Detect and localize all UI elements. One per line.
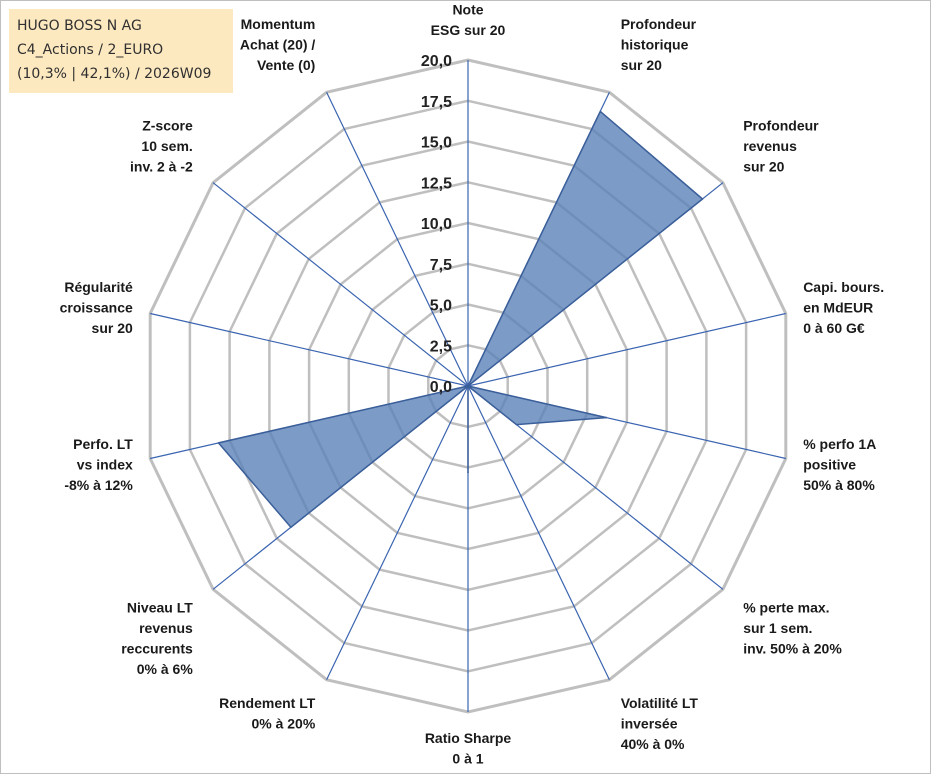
axis-label: % perfo 1A positive 50% à 80% bbox=[803, 436, 876, 493]
tick-label: 15,0 bbox=[421, 135, 452, 152]
tick-label: 7,5 bbox=[430, 257, 452, 274]
axis-label: Niveau LT revenus reccurents 0% à 6% bbox=[121, 600, 193, 678]
tick-label: 0,0 bbox=[430, 379, 452, 396]
radial-tick-labels: 0,0 2,5 5,0 7,5 10,0 12,5 15,0 17,5 20,0 bbox=[421, 53, 452, 396]
series-area bbox=[217, 110, 704, 529]
data-point bbox=[217, 442, 220, 444]
axis-label: Momentum Achat (20) / Vente (0) bbox=[240, 16, 316, 73]
spoke-line bbox=[326, 92, 469, 387]
radar-series bbox=[217, 110, 704, 529]
axis-label: Capi. bours. en MdEUR 0 à 60 G€ bbox=[803, 279, 884, 336]
axis-label: % perte max. sur 1 sem. inv. 50% à 20% bbox=[743, 600, 842, 657]
info-box: HUGO BOSS N AG C4_Actions / 2_EURO (10,3… bbox=[9, 9, 233, 93]
tick-label: 2,5 bbox=[430, 338, 452, 355]
spoke-line bbox=[150, 312, 469, 387]
spoke-line bbox=[467, 312, 786, 387]
axis-label: Perfo. LT vs index -8% à 12% bbox=[64, 436, 133, 493]
data-point bbox=[467, 471, 469, 474]
info-stats: (10,3% | 42,1%) / 2026W09 bbox=[17, 66, 212, 82]
info-title: HUGO BOSS N AG bbox=[17, 18, 142, 34]
info-category: C4_Actions / 2_EURO bbox=[17, 42, 164, 58]
data-point bbox=[290, 526, 292, 529]
spoke-line bbox=[326, 385, 469, 680]
data-point bbox=[467, 385, 469, 387]
axis-label: Rendement LT 0% à 20% bbox=[219, 695, 316, 732]
axis-label: Ratio Sharpe 0 à 1 bbox=[425, 730, 512, 767]
data-point bbox=[515, 423, 518, 426]
tick-label: 10,0 bbox=[421, 216, 452, 233]
tick-label: 12,5 bbox=[421, 175, 452, 192]
axis-label: Note ESG sur 20 bbox=[431, 2, 506, 39]
tick-label: 5,0 bbox=[430, 298, 452, 315]
data-point bbox=[599, 110, 602, 113]
tick-label: 20,0 bbox=[421, 53, 452, 70]
spoke-line bbox=[212, 182, 469, 387]
axis-label: Régularité croissance sur 20 bbox=[60, 279, 133, 336]
axis-label: Profondeur revenus sur 20 bbox=[743, 118, 819, 175]
data-point bbox=[701, 198, 704, 200]
axis-label: Z-score 10 sem. inv. 2 à -2 bbox=[130, 118, 193, 175]
data-point bbox=[605, 416, 608, 419]
tick-label: 17,5 bbox=[421, 94, 452, 111]
axis-label: Volatilité LT inversée 40% à 0% bbox=[621, 695, 699, 752]
axis-label: Profondeur historique sur 20 bbox=[621, 16, 697, 73]
spoke-line bbox=[467, 385, 610, 680]
axis-labels: Note ESG sur 20 Profondeur historique sur 20… bbox=[60, 2, 884, 767]
